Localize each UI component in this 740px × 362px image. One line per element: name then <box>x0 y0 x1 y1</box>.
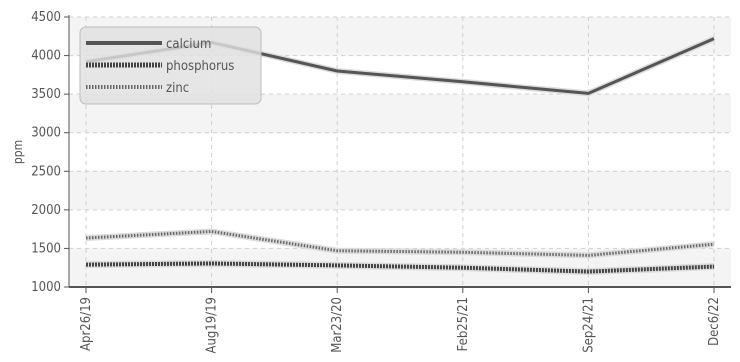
y-tick-label: 3500 <box>31 87 61 102</box>
legend-label-phosphorus: phosphorus <box>166 59 234 74</box>
series-line-zinc <box>85 229 715 257</box>
band <box>69 171 731 210</box>
y-tick-label: 1500 <box>31 241 61 256</box>
y-tick-label: 3000 <box>31 126 61 141</box>
legend: calcium phosphorus zinc <box>79 26 262 105</box>
x-tick-labels: Apr26/19 Aug19/19 Mar23/20 Feb25/21 Sep24/21… <box>79 297 722 354</box>
x-tick-label: Feb25/21 <box>456 297 471 351</box>
x-tick-label: Aug19/19 <box>205 297 220 354</box>
y-tick-label: 4500 <box>31 10 61 25</box>
x-tick-label: Dec6/22 <box>707 297 722 346</box>
y-tick-labels: 1000 1500 2000 2500 3000 3500 4000 4500 <box>31 10 61 295</box>
x-tick-label: Apr26/19 <box>79 297 94 351</box>
y-tick-label: 4000 <box>31 49 61 64</box>
legend-label-calcium: calcium <box>166 37 211 52</box>
legend-label-zinc: zinc <box>166 81 189 96</box>
x-tick-label: Mar23/20 <box>330 297 345 353</box>
legend-box <box>79 26 262 105</box>
y-tick-label: 2500 <box>31 164 61 179</box>
y-axis-title: ppm <box>11 140 25 164</box>
grid-lines <box>69 16 731 287</box>
y-tick-label: 2000 <box>31 203 61 218</box>
y-tick-label: 1000 <box>31 280 61 295</box>
series-line-phosphorus <box>85 261 715 274</box>
x-tick-label: Sep24/21 <box>581 297 596 353</box>
axes <box>64 15 731 293</box>
